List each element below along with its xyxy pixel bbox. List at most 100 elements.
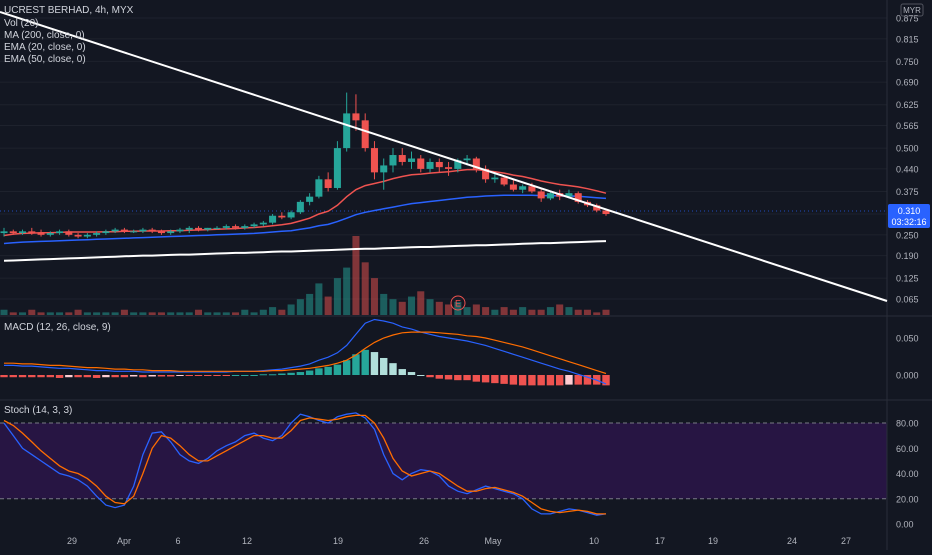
volume-bar (407, 296, 416, 315)
macd-histogram-bar (204, 375, 212, 376)
price-tick-label: 0.750 (896, 57, 919, 67)
candle-body (222, 226, 230, 228)
macd-histogram-bar (324, 366, 332, 375)
volume-bar (398, 301, 406, 315)
candle (194, 226, 203, 232)
candle-body (232, 226, 240, 228)
macd-histogram-bar (185, 375, 193, 376)
trendline[interactable] (0, 11, 888, 302)
candle-body (130, 231, 138, 233)
time-axis[interactable]: 29 Apr 6 12 19 26 May 10 17 19 24 27 (67, 536, 851, 546)
candle-body (287, 212, 295, 218)
candle (74, 233, 82, 239)
candle-body (74, 234, 82, 237)
macd-histogram-bar (305, 370, 314, 375)
stoch-legend[interactable]: Stoch (14, 3, 3) (4, 405, 72, 416)
candle-body (315, 179, 323, 197)
volume-bar (315, 283, 323, 315)
price-badge: 0.310 03:32:16 (888, 204, 930, 228)
time-tick-label: May (484, 536, 502, 546)
candle-body (482, 168, 490, 180)
macd-histogram-bar (157, 375, 166, 377)
candle-body (296, 201, 304, 213)
macd-histogram-bar (18, 375, 27, 378)
candle (130, 229, 138, 234)
candle-body (0, 231, 8, 234)
stoch-k-line (3, 412, 607, 516)
macd-histogram-bar (583, 375, 592, 385)
macd-histogram-bar (28, 375, 36, 378)
candle (343, 92, 351, 152)
macd-histogram-bar (361, 349, 369, 375)
macd-histogram-bar (83, 375, 92, 378)
volume-bar (157, 312, 165, 315)
candle (222, 224, 230, 230)
volume-bar (361, 262, 369, 315)
candle (435, 158, 443, 173)
candle (445, 161, 453, 176)
macd-tick-label: 0.000 (896, 371, 919, 381)
indicator-ema50[interactable]: EMA (50, close, 0) (4, 54, 86, 65)
macd-histogram-bar (380, 357, 388, 375)
time-tick-label: 29 (67, 536, 77, 546)
candle (546, 191, 554, 201)
candle (259, 220, 267, 227)
price-tick-label: 0.500 (896, 144, 919, 154)
candle-body (204, 227, 212, 230)
macd-histogram-bar (194, 375, 203, 376)
time-tick-label: 6 (175, 536, 180, 546)
candle-body (120, 229, 128, 232)
volume-bar (565, 307, 573, 315)
macd-histogram-bar (9, 375, 17, 378)
volume-bar (74, 309, 82, 315)
grid (0, 17, 887, 300)
volume-bar (241, 309, 249, 315)
earnings-marker[interactable]: E (450, 295, 466, 311)
candle (509, 179, 517, 192)
volume-bar (500, 307, 508, 315)
macd-histogram-bar (120, 375, 129, 378)
price-tick-label: 0.375 (896, 187, 919, 197)
macd-histogram-bar (222, 375, 230, 376)
volume-bar (491, 309, 499, 315)
candle-body (407, 158, 416, 162)
indicator-ma200[interactable]: MA (200, close, 0) (4, 30, 85, 41)
candle-body (435, 161, 443, 168)
price-tick-label: 0.440 (896, 164, 919, 174)
candle (315, 175, 323, 199)
volume-bar (546, 307, 554, 315)
candle (472, 156, 480, 173)
candle-body (574, 193, 582, 202)
candle (37, 229, 45, 237)
candle-body (361, 120, 369, 149)
candle-body (546, 193, 554, 199)
candle-body (389, 155, 397, 166)
macd-histogram-bar (500, 375, 508, 384)
stoch-pane (0, 412, 887, 516)
candle (56, 229, 64, 235)
candle (370, 141, 378, 180)
stoch-tick-label: 40.00 (896, 469, 919, 479)
time-tick-label: 10 (589, 536, 599, 546)
candle (306, 193, 314, 206)
volume-bar (389, 299, 397, 315)
volume-bar (46, 312, 54, 315)
currency-badge[interactable]: MYR (900, 3, 924, 17)
volume-bar (28, 309, 36, 315)
indicator-ema20[interactable]: EMA (20, close, 0) (4, 42, 86, 53)
indicator-volume[interactable]: Vol (20) (4, 18, 38, 29)
candle-body (278, 215, 286, 218)
candle-body (259, 222, 267, 225)
candle-body (519, 186, 527, 190)
volume-bar (370, 278, 378, 315)
macd-histogram-bar (555, 375, 564, 386)
volume-bar (19, 312, 27, 315)
interval: 4h (95, 5, 106, 16)
macd-histogram-bar (92, 375, 101, 378)
candle (167, 229, 175, 235)
macd-histogram-bar (315, 368, 323, 375)
macd-legend[interactable]: MACD (12, 26, close, 9) (4, 322, 111, 333)
volume-bar (306, 293, 314, 315)
